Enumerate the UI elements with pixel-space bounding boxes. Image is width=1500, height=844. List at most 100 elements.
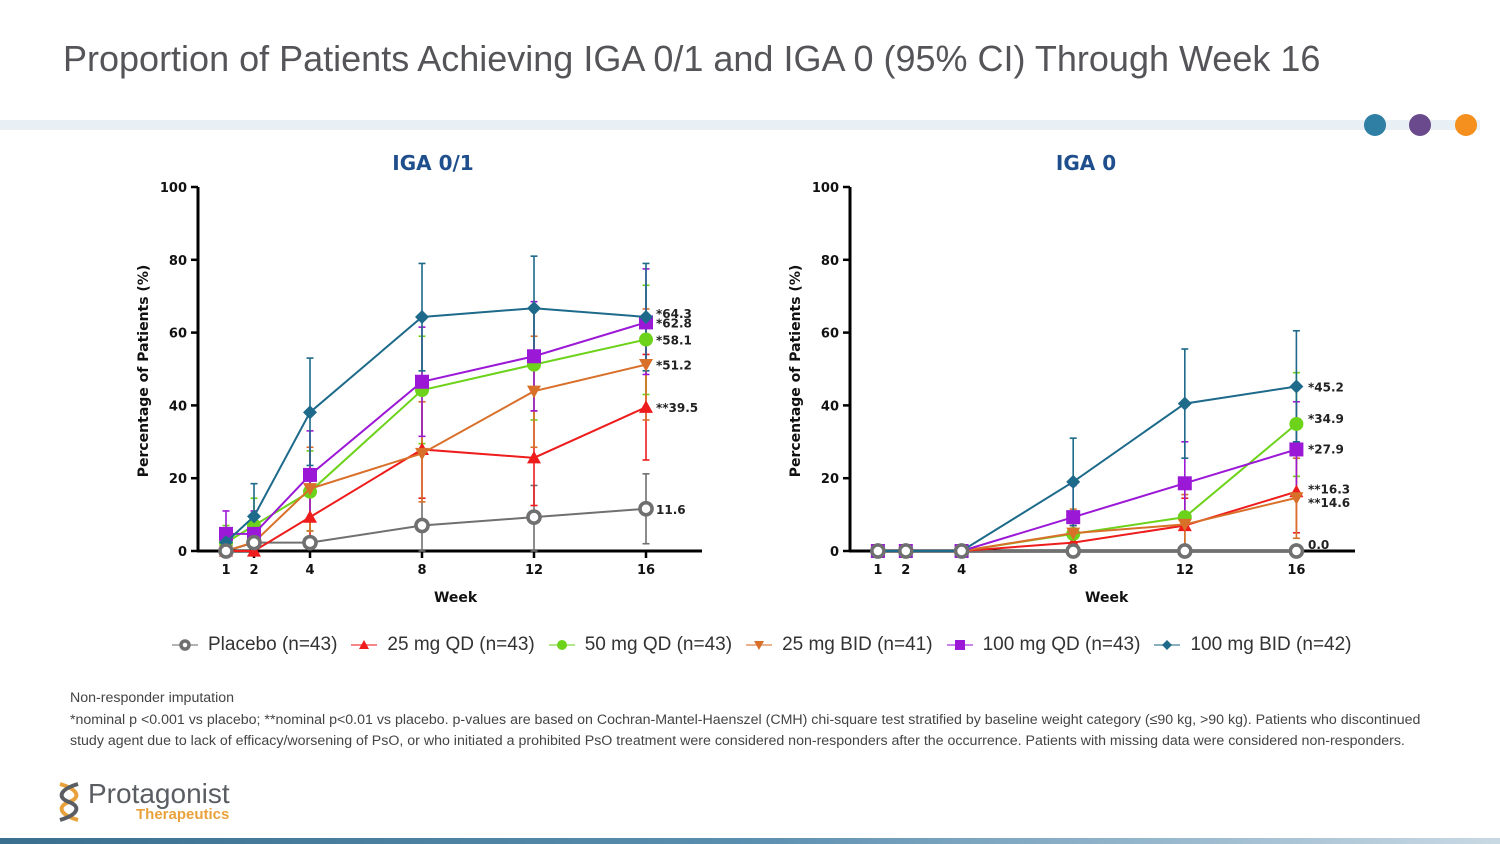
y-axis-label: Percentage of Patients (%) [136,265,152,478]
series-iga0-1 [870,484,1304,557]
legend-marker [754,641,765,650]
x-tick-label: 4 [957,563,966,578]
data-point [1066,510,1081,525]
x-tick-label: 8 [417,563,426,578]
data-point [219,526,233,541]
data-point [1289,416,1304,431]
x-tick-label: 16 [637,563,655,578]
legend-item: Placebo (n=43) [172,634,337,656]
x-tick-label: 1 [221,563,230,578]
y-axis-label: Percentage of Patients (%) [788,265,804,478]
series-line [225,307,647,543]
series-line [225,338,647,544]
y-tick-label: 40 [821,399,839,414]
x-tick-label: 2 [249,563,258,578]
y-tick-label: 20 [821,472,839,487]
data-point [639,359,653,372]
data-point [1066,474,1081,489]
series-iga0-2 [870,416,1304,558]
y-tick-label: 80 [821,254,839,269]
legend-label: Placebo (n=43) [208,634,338,655]
y-tick-label: 0 [830,545,839,560]
data-point [415,447,429,461]
data-point [247,509,261,524]
data-point [302,534,318,551]
series-line [877,490,1297,552]
data-point [526,509,542,525]
logo-name: Protagonist [88,778,230,809]
data-point [870,543,886,559]
data-point [1177,543,1193,559]
y-tick-label: 100 [812,181,839,196]
series-iga01-1 [219,400,653,557]
data-label: 0.0 [1308,538,1329,552]
data-point [1065,543,1081,559]
data-point [527,450,541,464]
data-point [953,543,970,559]
data-point [1177,518,1192,532]
data-point [1289,379,1304,394]
data-point [415,309,429,324]
logo-helix-icon [59,782,79,822]
legend-marker [954,640,965,650]
series-iga0-placebo-top [870,543,1305,559]
legend-item: 50 mg QD (n=43) [548,634,733,656]
header-divider-bar [0,120,1480,130]
data-point [303,405,317,420]
legend: Placebo (n=43) 25 mg QD (n=43) 50 mg QD (n… [172,634,1366,656]
data-label: *34.9 [1308,412,1344,426]
logo-subtitle: Therapeutics [136,806,230,823]
series-iga01-placebo-top [218,501,654,559]
data-point [246,534,262,551]
data-point [1288,543,1305,559]
x-tick-label: 4 [305,563,314,578]
legend-label: 100 mg QD (n=43) [982,634,1141,655]
data-point [1289,442,1304,457]
data-point [218,543,234,559]
data-label: *58.1 [656,334,692,348]
x-tick-label: 2 [901,563,910,578]
legend-label: 50 mg QD (n=43) [584,634,733,655]
x-tick-label: 12 [525,563,543,578]
series-iga01-0 [218,501,654,559]
footer-bar [0,838,1500,844]
legend-item: 25 mg BID (n=41) [746,634,933,656]
legend-label: 25 mg BID (n=41) [782,634,933,655]
series-iga01-2 [219,332,653,550]
data-point [898,543,914,559]
footnote-imputation: Non-responder imputation [70,690,235,706]
legend-item: 100 mg BID (n=42) [1154,634,1352,656]
data-point [639,400,653,413]
data-point [638,501,654,517]
y-tick-label: 80 [169,254,187,269]
legend-marker [1162,640,1173,650]
purple-dot [1409,114,1431,136]
y-tick-label: 0 [178,545,187,560]
y-tick-label: 60 [169,327,187,342]
data-point [303,510,317,523]
data-label: **39.5 [656,401,698,415]
data-point [1177,476,1192,491]
triangle-up-marker-icon [351,640,378,649]
data-point [303,483,317,496]
series-line [877,448,1297,552]
data-label: **14.6 [1308,496,1350,510]
legend-label: 100 mg BID (n=42) [1190,634,1352,655]
data-point [527,385,541,399]
data-point [527,301,541,316]
slide-title: Proportion of Patients Achieving IGA 0/1… [63,38,1321,79]
data-point [415,374,429,389]
series-line [877,496,1297,552]
data-point [414,517,430,534]
y-tick-label: 60 [821,327,839,342]
data-point [303,467,317,482]
y-tick-label: 100 [160,181,187,196]
orange-dot [1455,114,1477,136]
chart-title: IGA 0 [1056,151,1116,175]
x-tick-label: 1 [873,563,882,578]
error-bars-1 [306,353,650,549]
teal-dot [1364,114,1386,136]
x-tick-label: 12 [1176,563,1194,578]
